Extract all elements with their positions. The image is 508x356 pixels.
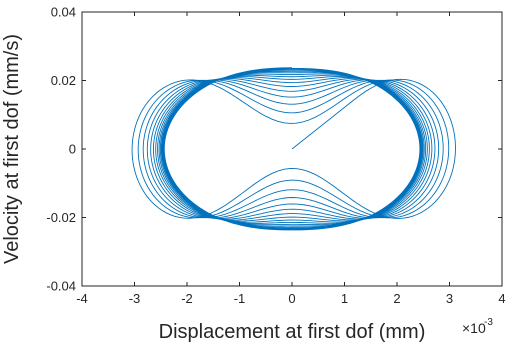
- x-axis-exponent-base: ×10: [462, 320, 486, 336]
- y-axis-title: Velocity at first dof (mm/s): [1, 34, 23, 264]
- x-tick-label: 2: [393, 291, 400, 306]
- plot-lines: [131, 67, 456, 231]
- y-tick-label: 0.04: [51, 5, 76, 20]
- y-tick-label: 0: [69, 142, 76, 157]
- x-tick-label: -2: [181, 291, 193, 306]
- y-tick-label: 0.02: [51, 73, 76, 88]
- x-axis-title: Displacement at first dof (mm): [159, 321, 426, 343]
- x-tick-label: 3: [446, 291, 453, 306]
- y-tick-label: -0.04: [46, 279, 76, 294]
- x-tick-label: 0: [288, 291, 295, 306]
- axes: [81, 11, 503, 287]
- x-tick-label: -4: [76, 291, 88, 306]
- y-tick-label: -0.02: [46, 210, 76, 225]
- x-tick-label: 4: [498, 291, 505, 306]
- phase-trajectory-line: [131, 67, 456, 231]
- x-axis-exponent-power: -3: [484, 317, 493, 328]
- x-tick-label: -3: [129, 291, 141, 306]
- tick-labels: -4 -3 -2 -1 0 1 2 3 4 -0.04 -0.02 0 0.02 0.04: [46, 5, 505, 307]
- x-tick-label: -1: [234, 291, 246, 306]
- x-tick-label: 1: [341, 291, 348, 306]
